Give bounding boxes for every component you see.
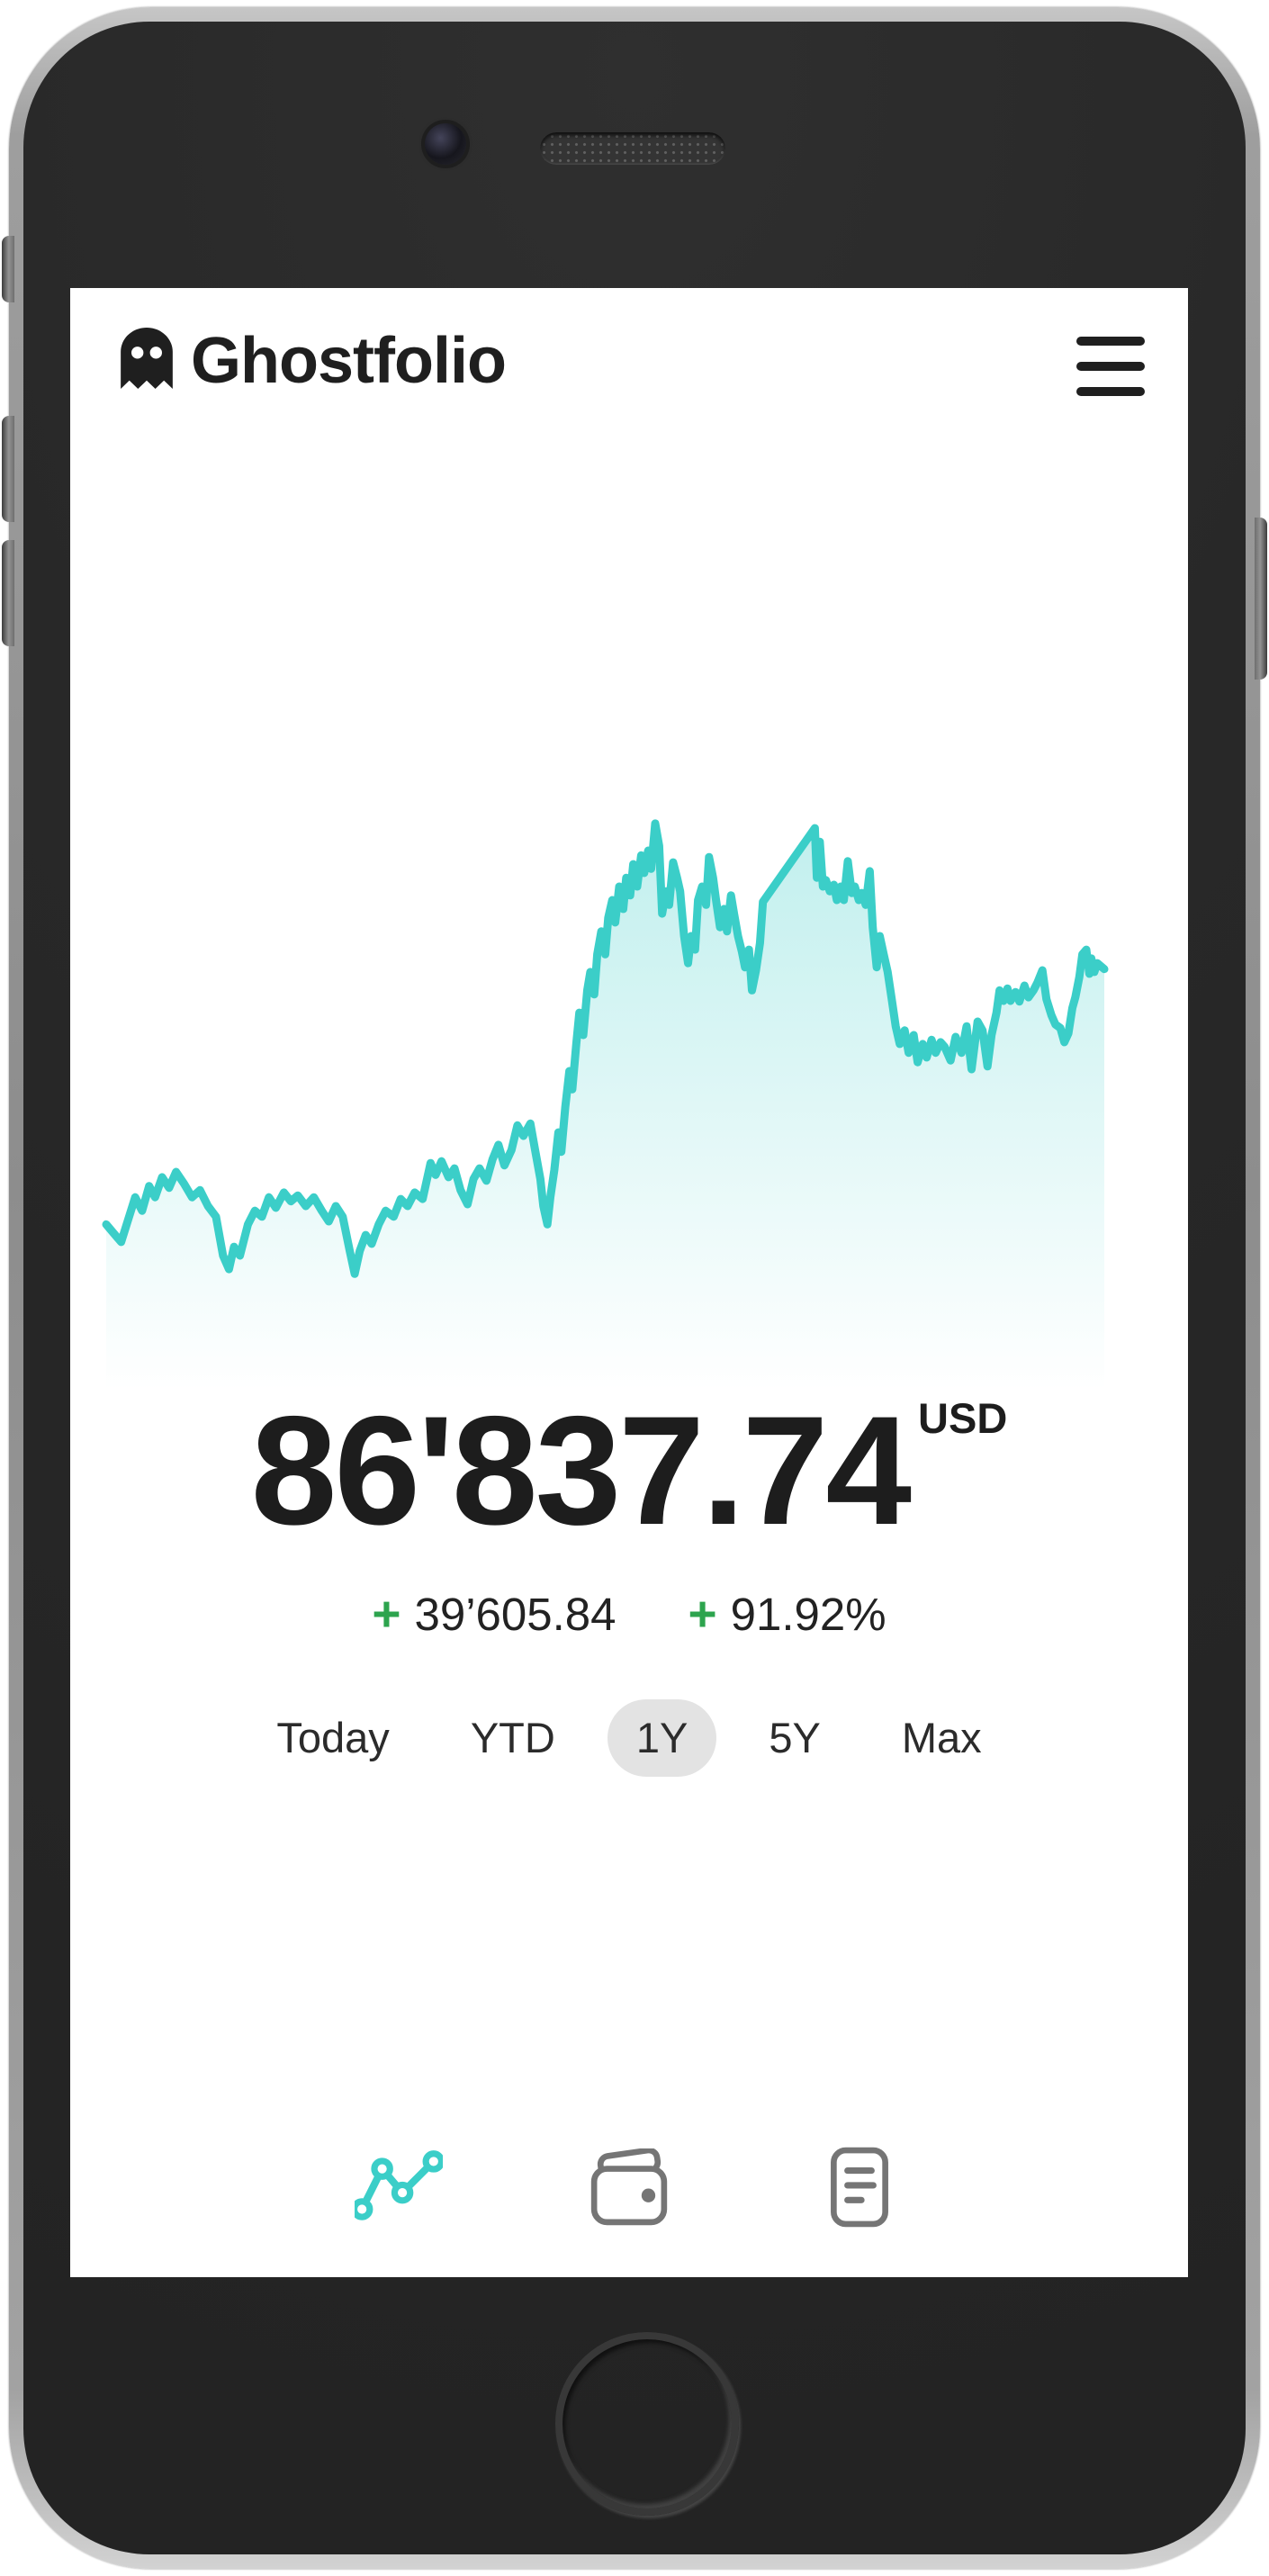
chart-area-fill [106, 823, 1104, 1391]
range-5y[interactable]: 5Y [740, 1699, 850, 1777]
plus-icon: + [688, 1586, 717, 1642]
change-absolute: + 39’605.84 [372, 1590, 616, 1639]
change-percent-value: 91.92% [730, 1589, 886, 1640]
transactions-icon[interactable] [814, 2140, 904, 2234]
front-camera [425, 123, 466, 165]
bottom-navigation [70, 2140, 1188, 2234]
portfolio-total-value: 86'837.74 [250, 1384, 912, 1557]
app-screen: Ghostfolio 86'837.74 [70, 288, 1188, 2277]
app-header: Ghostfolio [70, 320, 1188, 419]
hamburger-bar [1076, 362, 1145, 371]
performance-line-icon[interactable] [354, 2140, 444, 2234]
portfolio-change-row: + 39’605.84 + 91.92% [70, 1590, 1188, 1639]
wallet-icon[interactable] [584, 2140, 674, 2234]
hamburger-icon[interactable] [1076, 337, 1145, 396]
hamburger-bar [1076, 387, 1145, 396]
range-max[interactable]: Max [873, 1699, 1011, 1777]
hamburger-bar [1076, 337, 1145, 346]
power-button [1255, 518, 1267, 680]
change-percent: + 91.92% [688, 1590, 886, 1639]
volume-up-button [2, 416, 14, 522]
app-logo[interactable]: Ghostfolio [121, 324, 507, 397]
portfolio-chart[interactable] [102, 801, 1109, 1391]
mute-switch [2, 236, 14, 302]
plus-icon: + [372, 1586, 401, 1642]
range-1y[interactable]: 1Y [607, 1699, 717, 1777]
volume-down-button [2, 540, 14, 646]
change-absolute-value: 39’605.84 [414, 1589, 616, 1640]
chart-line [102, 819, 1109, 1278]
portfolio-currency: USD [918, 1394, 1008, 1442]
range-ytd[interactable]: YTD [442, 1699, 584, 1777]
date-range-selector: Today YTD 1Y 5Y Max [70, 1699, 1188, 1777]
app-title: Ghostfolio [191, 324, 507, 397]
home-button [555, 2332, 739, 2516]
earpiece-speaker [540, 132, 725, 165]
range-today[interactable]: Today [248, 1699, 418, 1777]
ghost-icon [121, 328, 173, 393]
portfolio-value-row: 86'837.74 USD [70, 1393, 1188, 1548]
